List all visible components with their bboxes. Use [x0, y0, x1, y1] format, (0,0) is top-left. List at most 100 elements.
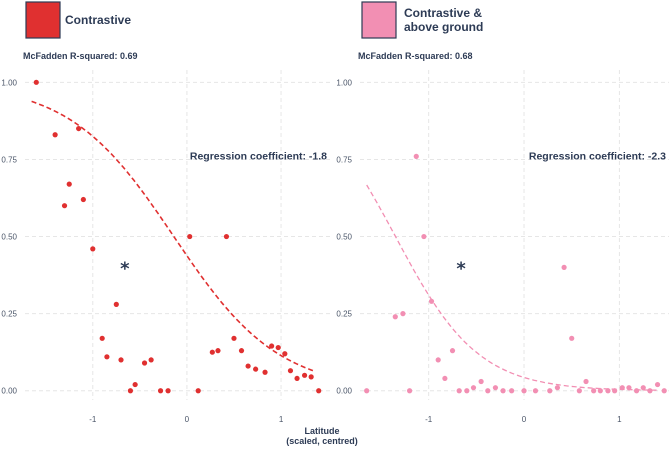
y-tick-label-2-4: 1.00 [336, 78, 352, 87]
point-1-35 [316, 388, 322, 394]
point-2-24 [569, 335, 575, 341]
point-1-34 [308, 374, 314, 380]
point-2-4 [406, 388, 413, 394]
legend-key-1 [25, 1, 61, 39]
x-axis-title-line-1: Latitude [305, 426, 340, 436]
point-2-20 [532, 388, 539, 394]
point-2-13 [470, 385, 477, 391]
regression-coefficient-label-2: Regression coefficient: -2.3 [529, 150, 666, 162]
point-1-8 [113, 301, 119, 307]
legend-key-2 [361, 1, 397, 39]
point-1-29 [275, 344, 281, 351]
point-1-20 [209, 349, 215, 355]
point-2-28 [597, 388, 603, 394]
point-2-37 [661, 388, 667, 394]
point-1-17 [165, 388, 171, 394]
point-2-10 [449, 348, 456, 354]
point-2-29 [605, 388, 611, 394]
point-2-19 [521, 388, 527, 394]
fit-curve-1 [31, 100, 315, 372]
point-2-1 [364, 388, 370, 394]
y-tick-label-2-2: 0.50 [336, 233, 352, 242]
point-2-14 [478, 378, 484, 385]
point-2-11 [456, 388, 462, 394]
point-2-26 [583, 378, 589, 385]
point-2-16 [492, 385, 499, 391]
x-tick-label-1-2: 1 [279, 415, 284, 424]
point-2-17 [500, 388, 506, 394]
point-2-36 [654, 381, 661, 388]
point-2-21 [547, 388, 553, 394]
point-1-32 [294, 375, 300, 382]
y-tick-label-2-3: 0.75 [336, 155, 352, 164]
point-1-23 [231, 335, 237, 341]
point-2-30 [612, 388, 618, 394]
point-1-28 [269, 343, 275, 349]
point-1-26 [253, 366, 259, 372]
point-1-3 [76, 125, 82, 132]
point-1-30 [282, 351, 288, 357]
x-tick-label-2-0: -1 [425, 415, 433, 424]
point-1-4 [66, 181, 72, 187]
x-tick-label-2-1: 0 [522, 415, 527, 424]
point-1-13 [132, 381, 138, 388]
x-tick-label-1-0: -1 [89, 415, 97, 424]
point-1-14 [141, 360, 148, 366]
point-2-3 [400, 311, 406, 317]
point-1-2 [52, 132, 58, 138]
point-2-32 [626, 385, 632, 391]
point-1-12 [127, 388, 134, 394]
r-squared-label-1: McFadden R-squared: 0.69 [23, 51, 138, 61]
point-2-34 [640, 385, 646, 391]
x-axis-title-line-2: (scaled, centred) [286, 436, 358, 446]
x-tick-label-1-1: 0 [185, 415, 190, 424]
point-1-21 [215, 348, 221, 354]
significance-star-2: * [456, 258, 466, 279]
y-tick-label-2-1: 0.25 [336, 310, 352, 319]
point-2-25 [576, 388, 582, 394]
y-tick-label-1-0: 0.00 [1, 387, 17, 396]
legend-label-2-line-2: above ground [404, 20, 483, 34]
y-tick-label-1-4: 1.00 [1, 78, 17, 87]
point-1-5 [61, 203, 68, 209]
y-tick-label-2-0: 0.00 [336, 387, 352, 396]
point-1-1 [33, 79, 39, 85]
point-2-8 [435, 357, 441, 363]
point-2-33 [633, 388, 640, 394]
point-2-22 [554, 385, 561, 391]
significance-star-1: * [120, 258, 130, 279]
point-2-31 [619, 385, 625, 391]
point-1-6 [80, 196, 86, 203]
y-tick-label-1-2: 0.50 [1, 233, 17, 242]
point-2-35 [647, 388, 653, 394]
legend-label-1: Contrastive [65, 13, 131, 27]
point-1-31 [287, 368, 294, 374]
x-tick-label-2-2: 1 [617, 415, 622, 424]
point-2-18 [509, 388, 515, 394]
point-1-22 [223, 233, 230, 240]
point-1-10 [104, 354, 110, 360]
point-1-15 [148, 357, 154, 363]
point-2-9 [442, 375, 448, 382]
point-2-12 [464, 388, 470, 394]
r-squared-label-2: McFadden R-squared: 0.68 [358, 51, 473, 61]
point-2-2 [392, 314, 398, 320]
point-2-15 [485, 388, 491, 394]
point-1-9 [99, 335, 105, 341]
point-1-27 [262, 369, 268, 375]
point-2-6 [421, 233, 427, 240]
y-tick-label-1-3: 0.75 [1, 155, 17, 164]
point-1-11 [118, 357, 124, 363]
point-1-16 [157, 388, 164, 394]
point-1-24 [238, 348, 245, 354]
point-2-27 [591, 388, 597, 394]
point-1-25 [245, 363, 251, 369]
point-2-5 [413, 153, 419, 159]
point-2-23 [561, 264, 567, 270]
point-2-7 [428, 298, 435, 304]
fit-curve-2 [366, 184, 658, 391]
point-1-19 [195, 388, 201, 394]
point-1-33 [301, 372, 308, 378]
regression-coefficient-label-1: Regression coefficient: -1.8 [190, 150, 327, 162]
